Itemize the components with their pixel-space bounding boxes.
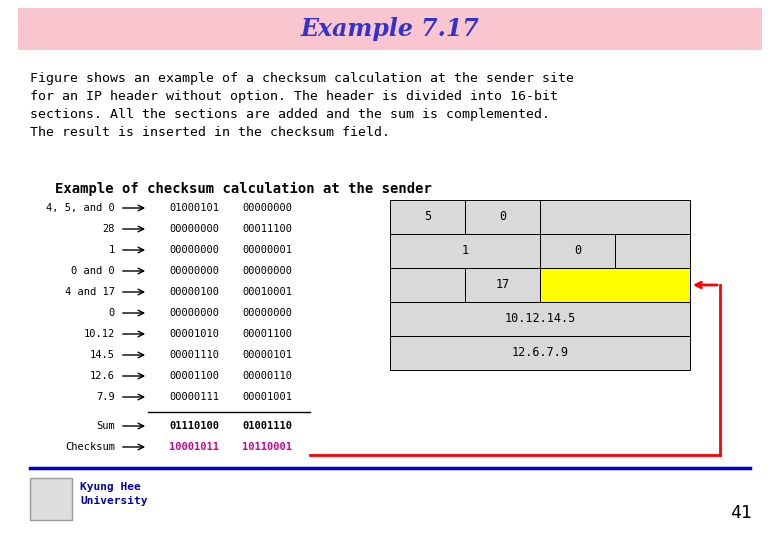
Text: 28: 28	[102, 224, 115, 234]
Text: Sum: Sum	[96, 421, 115, 431]
Text: 0: 0	[499, 211, 506, 224]
Text: 00001001: 00001001	[242, 392, 292, 402]
Text: 4, 5, and 0: 4, 5, and 0	[46, 203, 115, 213]
Text: University: University	[80, 496, 147, 506]
Bar	[465, 268, 540, 302]
Text: Example of checksum calculation at the sender: Example of checksum calculation at the s…	[55, 182, 432, 196]
Text: 00010001: 00010001	[242, 287, 292, 297]
Text: Checksum: Checksum	[65, 442, 115, 452]
Text: Kyung Hee: Kyung Hee	[80, 482, 140, 492]
Text: 0 and 0: 0 and 0	[71, 266, 115, 276]
Text: 12.6.7.9: 12.6.7.9	[512, 347, 569, 360]
Text: 00000001: 00000001	[242, 245, 292, 255]
Text: 00001100: 00001100	[169, 371, 219, 381]
Bar	[465, 200, 540, 234]
Text: 00000000: 00000000	[169, 245, 219, 255]
Bar	[18, 8, 762, 50]
Text: 1: 1	[108, 245, 115, 255]
Text: 00000000: 00000000	[242, 308, 292, 318]
Text: 00000100: 00000100	[169, 287, 219, 297]
Bar	[540, 200, 690, 234]
Text: for an IP header without option. The header is divided into 16-bit: for an IP header without option. The hea…	[30, 90, 558, 103]
Text: 00011100: 00011100	[242, 224, 292, 234]
Bar	[390, 268, 465, 302]
Text: 00000000: 00000000	[169, 266, 219, 276]
Text: sections. All the sections are added and the sum is complemented.: sections. All the sections are added and…	[30, 108, 550, 121]
Text: 1: 1	[462, 245, 469, 258]
Text: 4 and 17: 4 and 17	[65, 287, 115, 297]
Text: 7.9: 7.9	[96, 392, 115, 402]
Bar	[540, 234, 615, 268]
Text: 41: 41	[730, 504, 752, 522]
Text: Figure shows an example of a checksum calculation at the sender site: Figure shows an example of a checksum ca…	[30, 72, 574, 85]
Text: 00000000: 00000000	[242, 266, 292, 276]
Text: 10001011: 10001011	[169, 442, 219, 452]
Text: 00001110: 00001110	[169, 350, 219, 360]
Bar	[615, 234, 690, 268]
Text: 00000000: 00000000	[169, 224, 219, 234]
Text: 17: 17	[495, 279, 509, 292]
Text: 00000101: 00000101	[242, 350, 292, 360]
Text: 10.12.14.5: 10.12.14.5	[505, 313, 576, 326]
Text: 0: 0	[574, 245, 581, 258]
Text: 01000101: 01000101	[169, 203, 219, 213]
Bar	[390, 336, 690, 370]
Text: 00001100: 00001100	[242, 329, 292, 339]
Text: Example 7.17: Example 7.17	[300, 17, 480, 41]
Bar	[540, 268, 690, 302]
Bar	[390, 234, 540, 268]
Text: 00001010: 00001010	[169, 329, 219, 339]
Text: The result is inserted in the checksum field.: The result is inserted in the checksum f…	[30, 126, 390, 139]
Text: 10.12: 10.12	[83, 329, 115, 339]
Bar	[30, 478, 72, 520]
Text: 01001110: 01001110	[242, 421, 292, 431]
Text: 12.6: 12.6	[90, 371, 115, 381]
Text: 00000000: 00000000	[169, 308, 219, 318]
Bar	[390, 200, 465, 234]
Bar	[390, 302, 690, 336]
Text: 00000110: 00000110	[242, 371, 292, 381]
Text: 5: 5	[424, 211, 431, 224]
Text: 0: 0	[108, 308, 115, 318]
Text: 00000000: 00000000	[242, 203, 292, 213]
Text: 14.5: 14.5	[90, 350, 115, 360]
Text: 10110001: 10110001	[242, 442, 292, 452]
Text: 01110100: 01110100	[169, 421, 219, 431]
Text: 00000111: 00000111	[169, 392, 219, 402]
